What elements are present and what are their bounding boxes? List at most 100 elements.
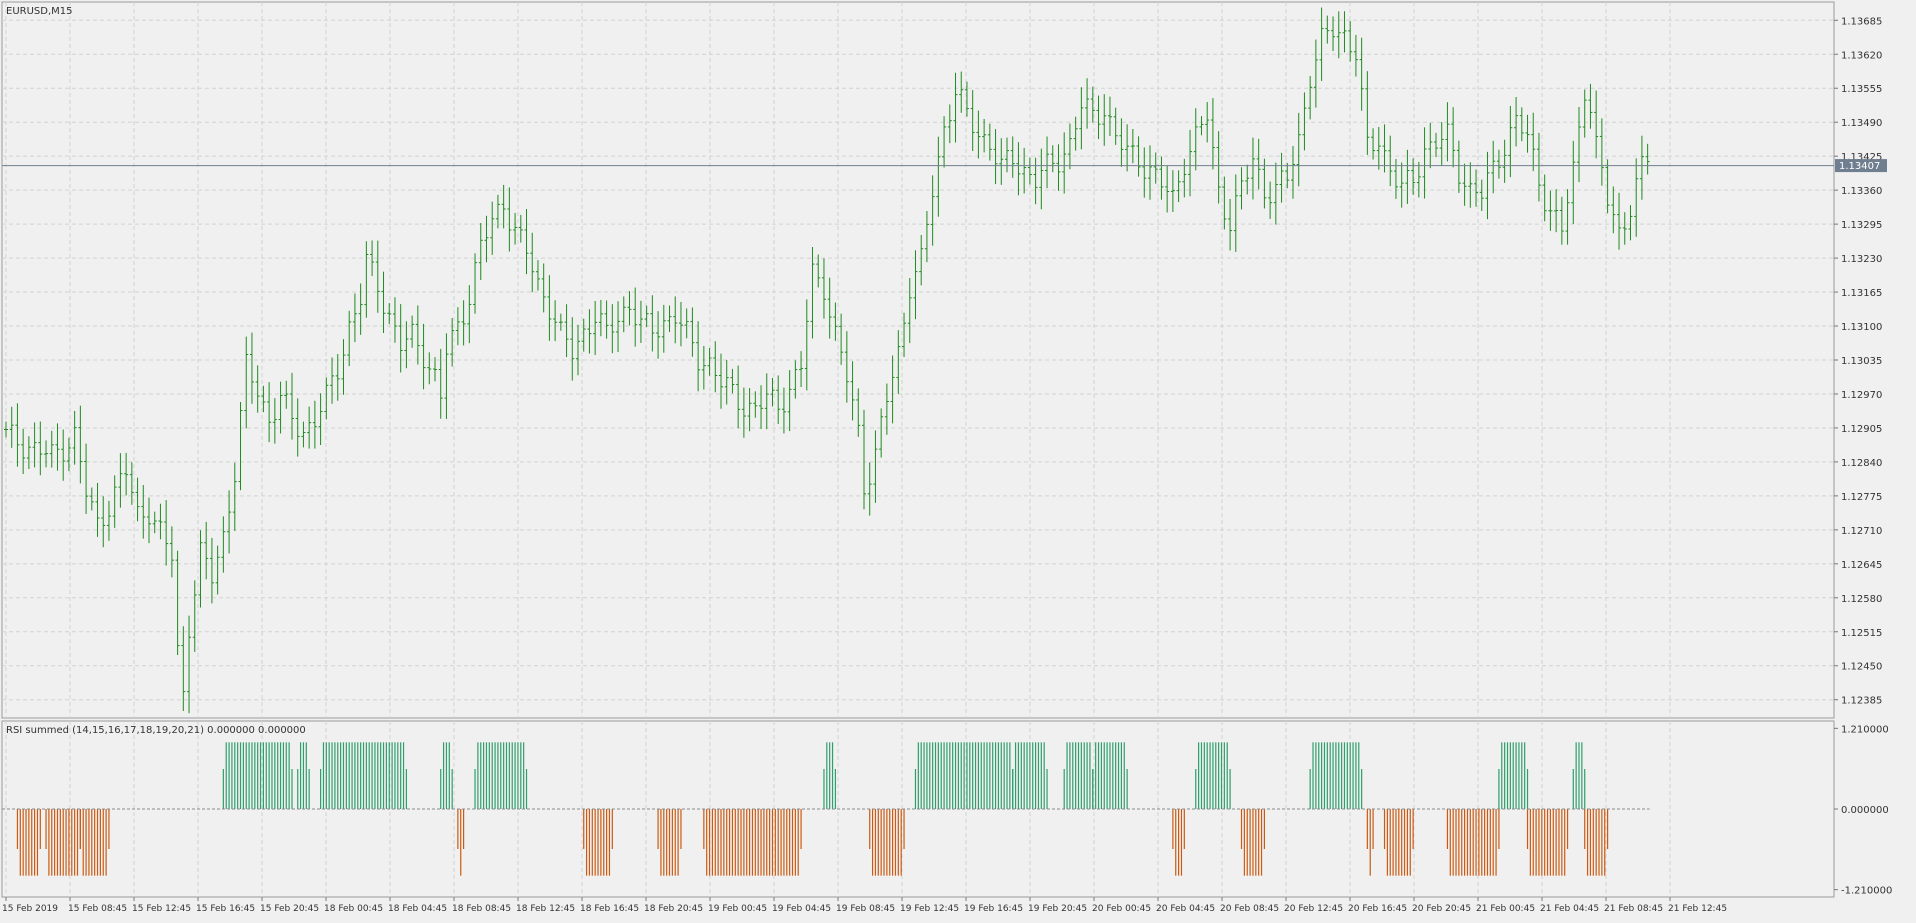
- price-bar: [1210, 98, 1215, 170]
- price-bar: [330, 357, 335, 404]
- price-bar: [1027, 157, 1032, 185]
- price-bar: [644, 305, 649, 328]
- price-bar: [936, 136, 941, 217]
- price-bar: [1594, 90, 1599, 159]
- price-axis-label: 1.13295: [1841, 220, 1882, 231]
- price-bar: [101, 496, 106, 548]
- price-bar: [673, 296, 678, 344]
- price-bar: [4, 421, 8, 438]
- price-bar: [290, 372, 294, 440]
- price-bar: [1474, 169, 1479, 207]
- price-bar: [192, 580, 197, 652]
- price-axis-label: 1.12905: [1841, 424, 1882, 435]
- price-bar: [1582, 89, 1587, 138]
- price-bar: [301, 421, 306, 448]
- price-bar: [1193, 108, 1198, 171]
- price-axis-label: 1.13035: [1841, 356, 1882, 367]
- price-bar: [1285, 162, 1290, 189]
- price-bar: [1348, 20, 1353, 62]
- price-bar: [1056, 144, 1061, 191]
- price-bar: [844, 331, 849, 403]
- price-bar: [1067, 123, 1072, 170]
- price-bar: [913, 250, 918, 320]
- price-bar: [1268, 181, 1273, 219]
- price-bar: [147, 497, 151, 544]
- price-bar: [1462, 163, 1467, 206]
- price-axis-label: 1.12710: [1841, 526, 1882, 537]
- price-bar: [215, 545, 220, 595]
- price-bar: [1256, 138, 1261, 190]
- price-bar: [1045, 136, 1050, 189]
- price-bar: [621, 296, 626, 333]
- price-bar: [884, 383, 889, 435]
- price-bar: [610, 304, 615, 354]
- price-bar: [118, 453, 123, 508]
- price-bar: [1302, 92, 1307, 151]
- price-bar: [513, 212, 518, 245]
- indicator-axis[interactable]: 1.210000 0.000000 -1.210000: [1834, 724, 1892, 897]
- price-bar: [244, 336, 249, 429]
- price-bar: [1090, 86, 1095, 123]
- price-bar: [1451, 107, 1456, 168]
- price-bar: [427, 352, 432, 385]
- price-bar: [764, 373, 769, 430]
- price-bar: [404, 321, 409, 369]
- price-bar: [1456, 140, 1461, 193]
- price-bar: [696, 321, 701, 392]
- price-axis[interactable]: 1.13685 1.13620 1.13555 1.13490 1.13425 1.133…: [1834, 16, 1882, 707]
- price-bar: [1233, 174, 1238, 252]
- price-bar: [1050, 145, 1055, 173]
- price-bar: [1216, 131, 1221, 204]
- current-price-value: 1.13407: [1839, 161, 1880, 172]
- price-bar: [907, 277, 912, 344]
- price-bar: [444, 333, 449, 419]
- price-axis-label: 1.12970: [1841, 390, 1882, 401]
- price-bar: [89, 487, 94, 511]
- price-bar: [667, 305, 672, 332]
- price-bar: [942, 116, 947, 168]
- time-axis-label: 15 Feb 08:45: [68, 904, 127, 914]
- price-bar: [1107, 96, 1112, 137]
- price-bar: [1445, 102, 1450, 162]
- price-bar: [741, 387, 746, 438]
- price-bar: [438, 348, 443, 419]
- price-bar: [158, 503, 163, 540]
- time-axis-label: 21 Feb 12:45: [1668, 904, 1727, 914]
- price-bar: [1645, 143, 1650, 175]
- time-axis-label: 20 Feb 00:45: [1092, 904, 1151, 914]
- price-bar: [1102, 94, 1107, 146]
- price-bar: [1428, 122, 1433, 169]
- price-bar: [1353, 34, 1358, 77]
- price-bar: [787, 370, 792, 432]
- time-axis[interactable]: 15 Feb 2019 15 Feb 08:45 15 Feb 12:45 15 Fe…: [2, 897, 1727, 914]
- time-axis-label: 20 Feb 08:45: [1220, 904, 1279, 914]
- current-price-badge: 1.13407: [1835, 159, 1887, 173]
- price-bar: [1096, 95, 1101, 140]
- price-bar: [1371, 128, 1376, 160]
- price-axis-label: 1.13620: [1841, 50, 1882, 61]
- price-bar: [953, 72, 958, 143]
- price-bar: [1199, 116, 1204, 136]
- price-bar: [638, 300, 643, 343]
- price-bar: [1605, 159, 1610, 214]
- price-bar: [1416, 161, 1421, 198]
- price-bar: [781, 387, 786, 434]
- price-bar: [295, 398, 300, 457]
- price-bar: [799, 351, 804, 387]
- price-bar: [616, 301, 621, 353]
- price-bar: [827, 277, 832, 339]
- price-bar: [61, 429, 66, 481]
- price-bar: [381, 271, 386, 334]
- price-bar: [1325, 15, 1330, 44]
- price-bar: [478, 222, 483, 280]
- price-bar: [1628, 205, 1633, 241]
- price-bar: [759, 385, 764, 429]
- price-bar: [862, 409, 866, 510]
- price-bar: [713, 341, 718, 393]
- price-bar: [1308, 76, 1313, 120]
- price-bar: [84, 443, 89, 514]
- price-bar: [593, 301, 598, 356]
- price-bar: [232, 462, 237, 531]
